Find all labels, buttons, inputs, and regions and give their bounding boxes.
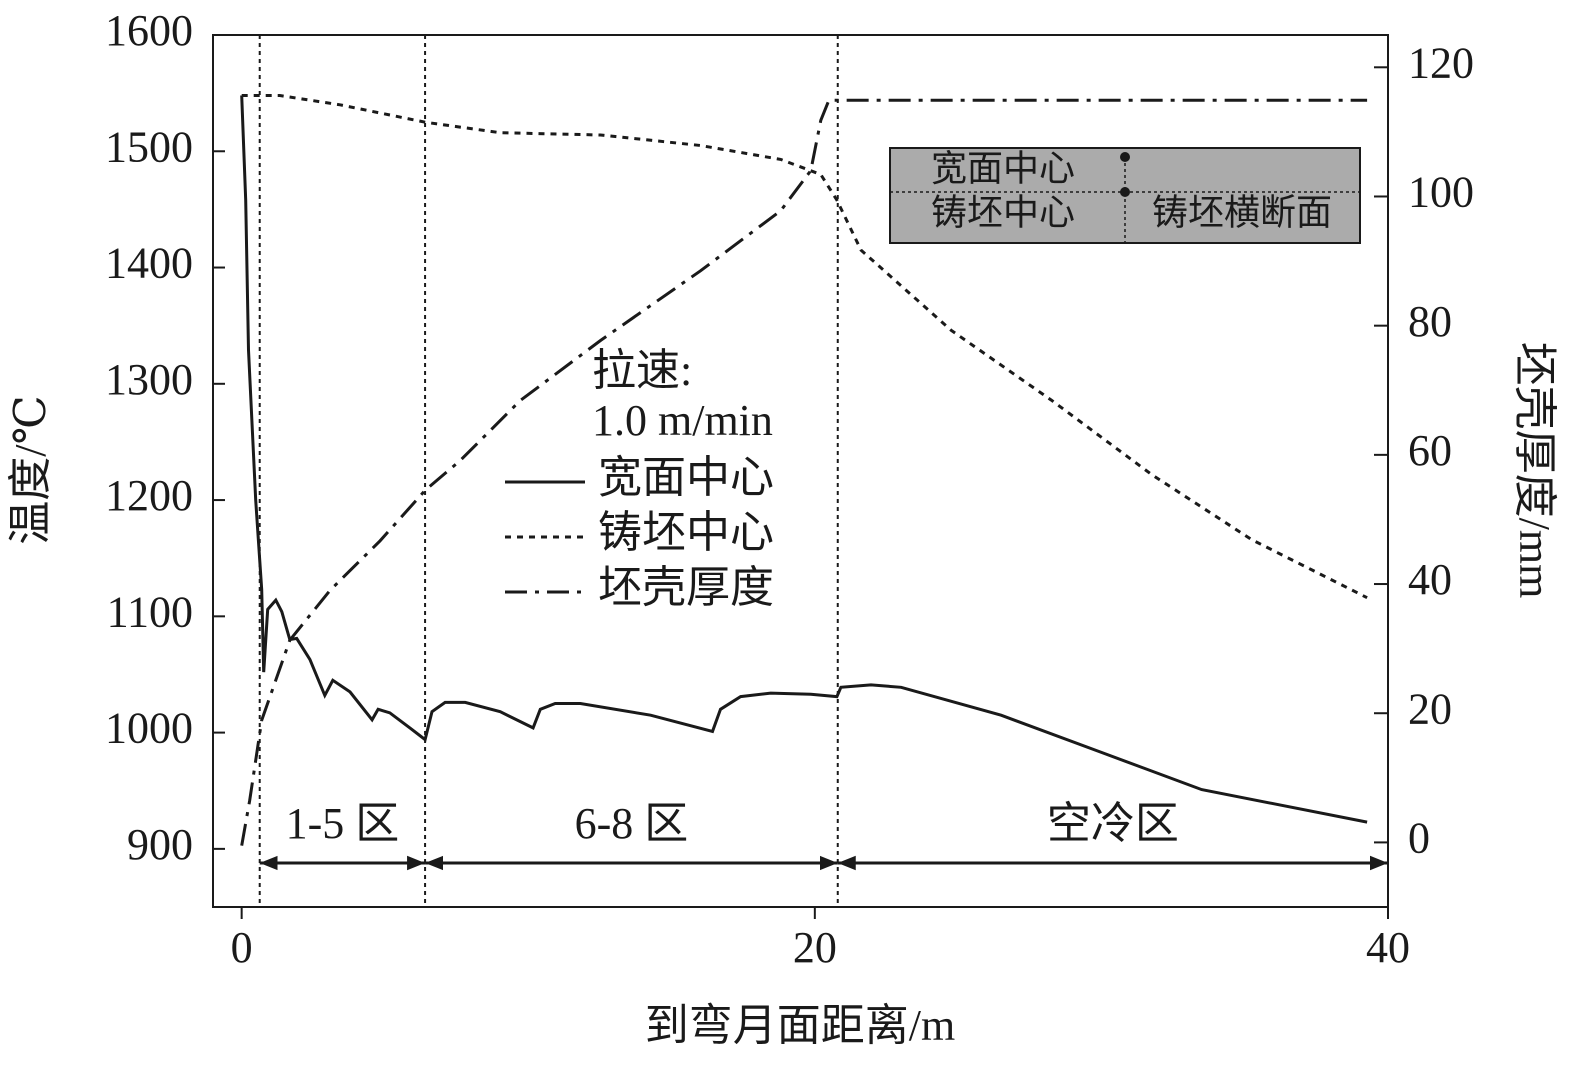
y2-tick-label: 60 [1408,426,1452,475]
annotation: 1.0 m/min [592,396,773,445]
plot-frame [212,34,1389,908]
zone-label: 空冷区 [1047,799,1179,848]
y-tick-label: 1000 [105,704,193,753]
inset-label: 宽面中心 [931,148,1075,188]
series-line [241,94,1368,600]
y-tick-label: 1100 [107,587,193,636]
x-tick-label: 40 [1366,923,1410,972]
y-tick-label: 900 [127,820,193,869]
y2-tick-label: 0 [1408,814,1430,863]
y2-tick-label: 40 [1408,555,1452,604]
series-line [240,98,1368,846]
y2-tick-label: 100 [1408,168,1474,217]
y2-tick-label: 120 [1408,38,1474,87]
y-tick-label: 1600 [105,6,193,55]
y2-tick-label: 80 [1408,297,1452,346]
y-tick-label: 1400 [105,239,193,288]
legend-label: 宽面中心 [598,453,774,502]
inset-dot [1120,152,1130,162]
annotation: 拉速: [592,346,692,395]
y-axis-label: 温度/℃ [6,395,55,544]
y-tick-label: 1500 [105,122,193,171]
y-tick-label: 1200 [105,471,193,520]
legend-label: 坯壳厚度 [598,563,774,612]
inset-label: 铸坯横断面 [1152,192,1332,232]
legend-label: 铸坯中心 [598,508,774,557]
y2-axis-label: 坯壳厚度/mm [1510,342,1559,599]
inset-label: 铸坯中心 [931,192,1075,232]
zone-label: 6-8 区 [575,799,689,848]
y2-tick-label: 20 [1408,684,1452,733]
zone-label: 1-5 区 [286,799,400,848]
x-axis-label: 到弯月面距离/m [645,1001,955,1050]
x-tick-label: 0 [231,923,253,972]
x-tick-label: 20 [793,923,837,972]
y-tick-label: 1300 [105,355,193,404]
series-line [240,95,1368,824]
inset-dot [1120,187,1130,197]
inset: 宽面中心 铸坯中心 铸坯横断面 [889,147,1361,244]
